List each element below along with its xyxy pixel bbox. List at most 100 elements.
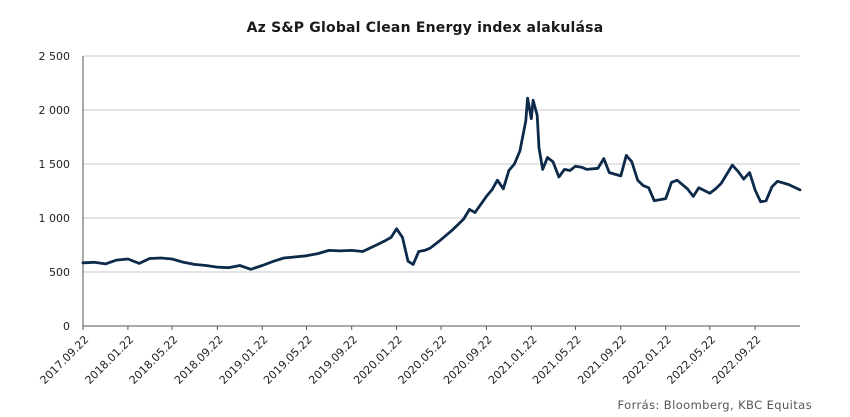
data-point (675, 179, 679, 182)
data-point (502, 187, 505, 191)
data-point (138, 262, 141, 265)
data-point (748, 171, 751, 174)
data-point (642, 184, 645, 187)
data-point (294, 255, 297, 259)
data-point (238, 264, 241, 267)
data-point (327, 249, 331, 252)
data-point (670, 181, 673, 184)
data-point (507, 169, 511, 172)
data-point (406, 260, 410, 263)
data-point (159, 256, 163, 260)
data-point (261, 264, 264, 267)
data-point (526, 96, 529, 100)
data-point (742, 177, 745, 181)
data-point (602, 157, 606, 160)
data-point (81, 261, 85, 265)
data-point (170, 257, 174, 261)
chart-title: Az S&P Global Clean Energy index alakulá… (246, 20, 604, 36)
y-tick-label: 2 000 (39, 104, 71, 117)
data-point (305, 254, 308, 257)
data-point (541, 168, 544, 171)
data-point (115, 258, 118, 262)
y-tick-label: 0 (63, 320, 70, 333)
data-point (636, 179, 639, 182)
data-point (625, 154, 628, 157)
data-point (731, 163, 734, 167)
data-point (401, 236, 404, 239)
y-tick-label: 1 000 (39, 212, 71, 225)
data-point (647, 186, 650, 189)
data-point (423, 249, 426, 252)
data-point (574, 164, 577, 168)
data-point (282, 256, 286, 260)
data-point (664, 197, 667, 200)
data-point (537, 146, 541, 149)
y-tick-label: 2 500 (39, 50, 71, 63)
data-point (798, 188, 802, 192)
data-point (216, 265, 219, 269)
data-point (770, 185, 774, 188)
series-group (81, 96, 802, 271)
data-point (630, 160, 633, 164)
data-point (764, 199, 768, 202)
y-tick-label: 500 (49, 266, 70, 279)
y-tick-label: 1 500 (39, 158, 71, 171)
data-point (568, 169, 572, 172)
data-point (468, 208, 471, 211)
data-point (316, 252, 320, 255)
data-point (608, 171, 611, 174)
data-point (557, 175, 561, 179)
data-point (686, 187, 689, 191)
data-point (653, 199, 656, 202)
data-point (535, 114, 539, 117)
data-point (428, 247, 432, 250)
data-point (596, 167, 600, 170)
data-point (531, 99, 535, 102)
data-point (585, 168, 589, 171)
data-point (339, 249, 342, 253)
data-point (759, 200, 762, 203)
data-point (580, 166, 583, 169)
data-point (389, 236, 393, 239)
data-point (473, 211, 477, 214)
data-point (530, 117, 533, 120)
data-point (395, 227, 398, 230)
data-point (439, 238, 443, 241)
data-point (417, 250, 420, 253)
data-point (551, 160, 555, 164)
data-point (485, 195, 488, 198)
data-point (462, 217, 465, 221)
x-tick-label: 2022.09.22 (710, 333, 764, 387)
y-tick-labels: 0 500 1 000 1 500 2 000 2 500 (39, 50, 71, 333)
data-point (720, 182, 723, 185)
data-point (753, 188, 757, 192)
data-point (227, 266, 230, 269)
data-point (182, 261, 185, 264)
data-point (524, 119, 527, 123)
data-point (411, 263, 415, 266)
index-line-series (81, 96, 802, 271)
data-point (563, 168, 566, 171)
x-tick-labels: 2017.09.222018.01.222018.05.222018.09.22… (38, 333, 764, 387)
data-point (518, 149, 522, 153)
data-point (513, 162, 516, 166)
data-point (708, 191, 712, 195)
data-point (714, 187, 717, 191)
data-point (697, 186, 700, 189)
data-point (92, 261, 96, 264)
data-point (383, 239, 387, 242)
data-point (350, 249, 353, 252)
data-point (490, 188, 494, 192)
data-point (372, 244, 376, 248)
data-point (249, 268, 253, 271)
axes (82, 56, 800, 330)
data-point (148, 257, 151, 260)
data-point (204, 264, 208, 267)
data-point (496, 179, 499, 182)
data-point (736, 170, 740, 173)
data-point (546, 156, 549, 159)
data-point (619, 174, 622, 178)
data-point (787, 183, 790, 186)
data-point (361, 250, 364, 253)
data-point (776, 180, 779, 183)
